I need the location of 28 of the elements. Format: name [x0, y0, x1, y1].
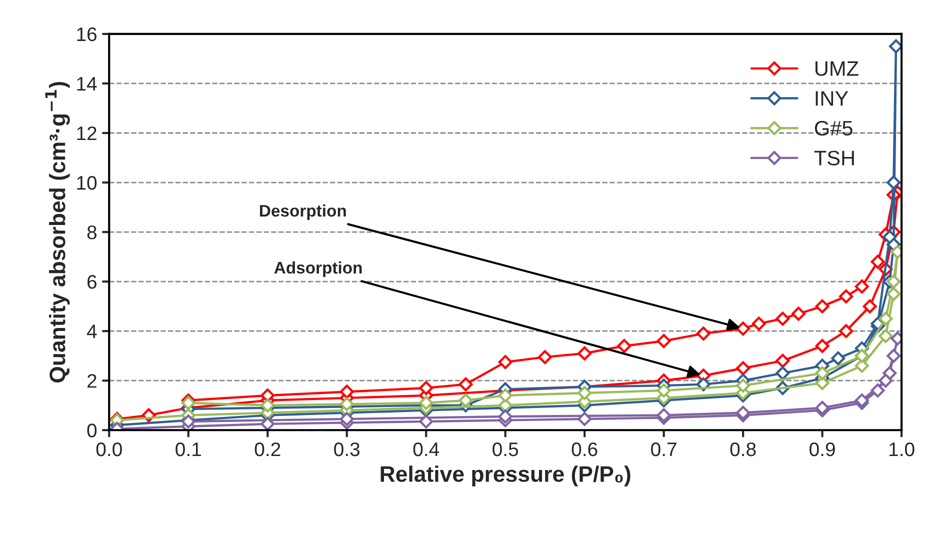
x-tick-label: 0.2: [254, 442, 280, 456]
x-axis-title: Relative pressure (P/P₀): [380, 466, 630, 486]
x-tick-label: 0.9: [810, 442, 835, 456]
x-tick-label: 0.6: [572, 442, 598, 456]
y-tick-label: 4: [86, 324, 97, 338]
x-tick-label: 1.0: [890, 442, 914, 456]
y-tick-label: 8: [87, 226, 96, 240]
y-tick-label: 16: [77, 27, 96, 42]
y-tick-label: 6: [88, 275, 96, 289]
y-tick-label: 12: [77, 126, 96, 140]
x-tick-label: 0.7: [651, 442, 676, 456]
legend-label: INY: [816, 91, 848, 106]
y-tick-label: 0: [87, 424, 97, 438]
x-tick-label: 0.8: [730, 442, 756, 456]
annotation: Adsorption: [274, 261, 362, 277]
x-tick-label: 0.5: [492, 442, 518, 456]
y-tick-label: 2: [87, 374, 96, 388]
x-tick-label: 0.1: [176, 442, 201, 456]
legend-label: TSH: [814, 150, 854, 166]
legend-label: G#5: [814, 120, 852, 136]
x-tick-label: 0.0: [96, 442, 122, 456]
y-tick-label: 10: [77, 176, 97, 190]
x-tick-label: 0.4: [413, 442, 440, 456]
annotation: Desorption: [260, 204, 346, 220]
legend-label: UMZ: [816, 61, 858, 76]
y-tick-label: 14: [77, 77, 97, 91]
x-tick-label: 0.3: [334, 442, 360, 456]
y-axis-title: Quantity absorbed (cm³·g$^{−1}$): [45, 82, 70, 382]
